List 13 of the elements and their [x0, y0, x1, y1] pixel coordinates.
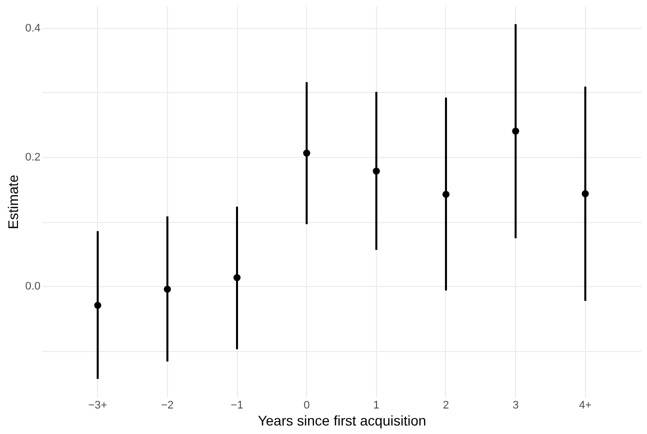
y-tick-label: 0.4: [25, 22, 40, 34]
x-tick-label: 3: [512, 400, 519, 412]
x-tick-label: −1: [230, 400, 244, 412]
x-tick-label: 2: [442, 400, 450, 412]
y-tick-label: 0.0: [25, 280, 40, 293]
y-axis-title: Estimate: [5, 174, 22, 230]
x-tick-label: 1: [373, 400, 380, 412]
y-tick-label: 0.2: [25, 151, 40, 164]
x-tick-label: −2: [161, 400, 174, 412]
x-tick-label: 4+: [579, 400, 592, 412]
x-tick-label: 0: [304, 400, 310, 412]
x-axis-title: Years since first acquisition: [258, 412, 426, 428]
x-tick-label: −3+: [88, 400, 108, 412]
